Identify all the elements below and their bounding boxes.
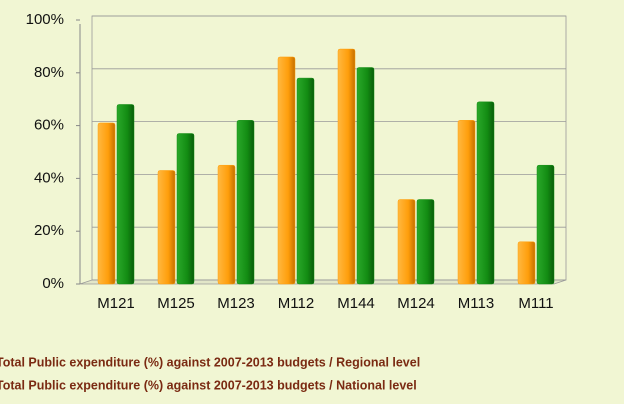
x-tick-label: M121 — [97, 295, 135, 312]
bar — [457, 120, 476, 285]
bar — [337, 48, 356, 285]
legend-label: Total Public expenditure (%) against 200… — [0, 355, 420, 369]
bar — [397, 199, 416, 285]
x-tick-label: M113 — [458, 295, 494, 312]
bar — [296, 77, 315, 285]
x-tick-label: M123 — [217, 295, 255, 312]
y-tick-label: 0% — [42, 275, 64, 292]
x-tick-label: M111 — [518, 295, 553, 312]
bar — [116, 104, 135, 285]
bar — [157, 170, 176, 285]
bar — [176, 133, 195, 285]
x-tick-label: M144 — [337, 295, 375, 312]
bar — [476, 101, 495, 285]
bar — [277, 56, 296, 285]
bar — [517, 241, 536, 285]
x-tick-label: M112 — [278, 295, 314, 312]
legend-label: Total Public expenditure (%) against 200… — [0, 378, 417, 392]
y-tick-label: 80% — [34, 64, 64, 81]
x-tick-label: M124 — [397, 295, 435, 312]
y-tick-label: 40% — [34, 169, 64, 186]
bar — [236, 120, 255, 285]
bar — [416, 199, 435, 285]
bar — [217, 164, 236, 285]
bar — [536, 164, 555, 285]
y-tick-label: 60% — [34, 117, 64, 134]
y-tick-label: 20% — [34, 222, 64, 239]
bar — [356, 67, 375, 285]
x-tick-label: M125 — [157, 295, 195, 312]
y-tick-label: 100% — [26, 11, 64, 28]
bar — [97, 122, 116, 285]
